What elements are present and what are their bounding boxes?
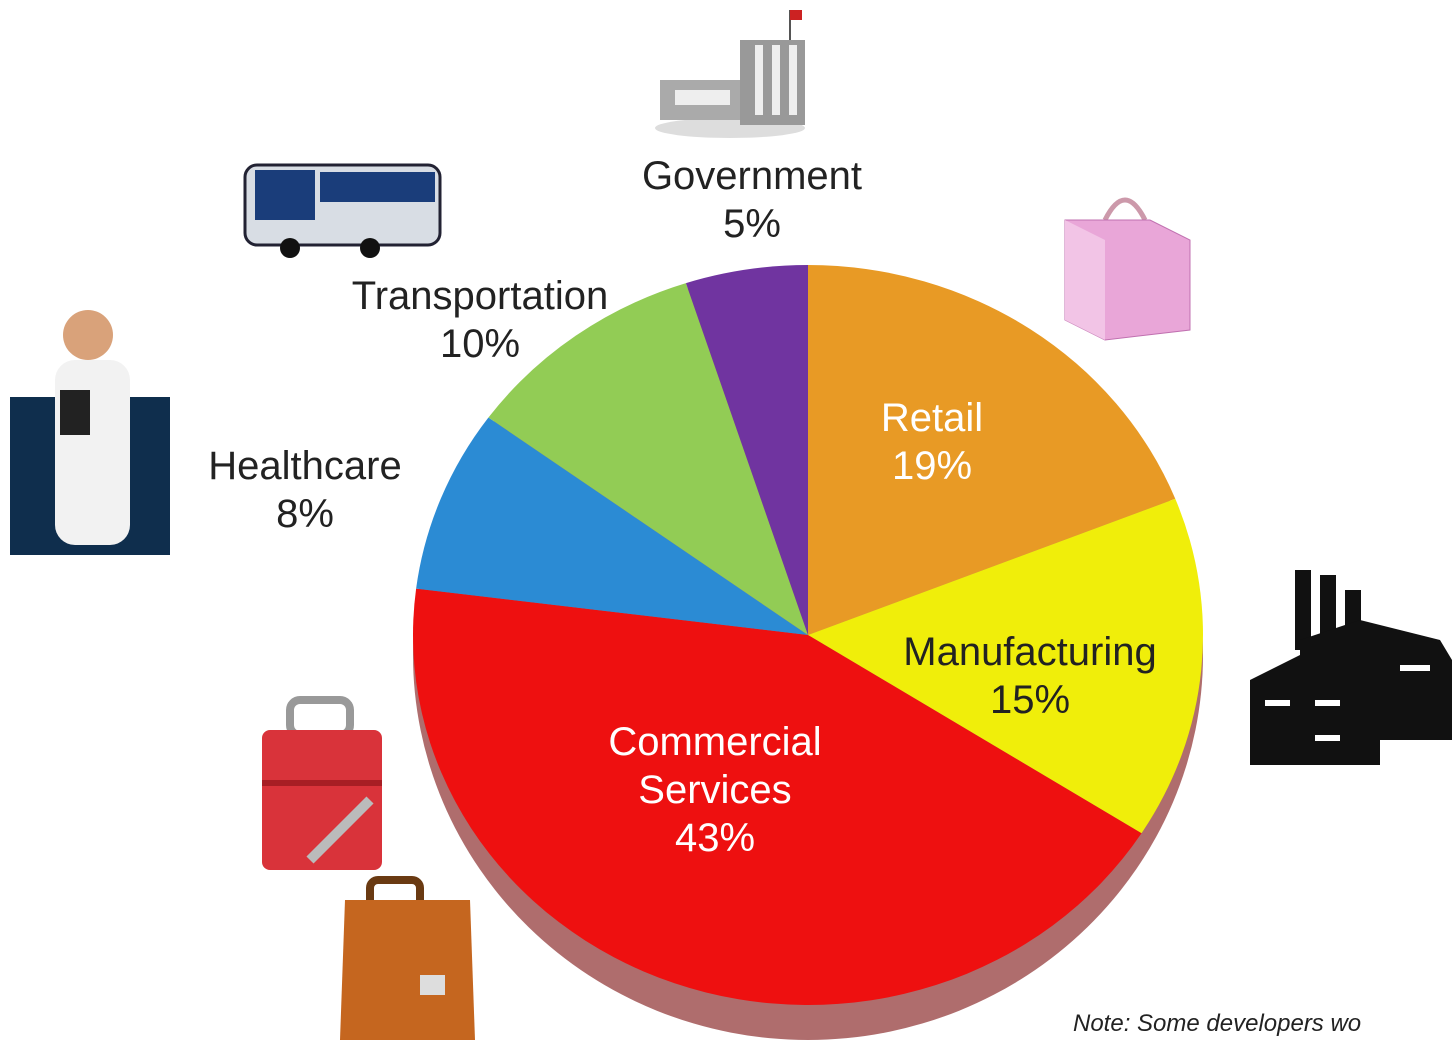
value-label: 10% — [439, 322, 521, 366]
pie-slice — [808, 498, 1204, 834]
value-label: 5% — [723, 202, 781, 246]
government-icon — [655, 10, 805, 138]
pie-slice — [412, 588, 1142, 1006]
slice-label: Transportation 10% — [320, 272, 640, 368]
manufacturing-icon — [1250, 570, 1452, 765]
pie-slice — [416, 417, 808, 635]
pie-slice — [808, 265, 1176, 635]
value-label: 19% — [891, 444, 973, 488]
slice-label: Healthcare 8% — [145, 442, 465, 538]
category: Transportation — [351, 274, 609, 318]
retail-icon — [1064, 197, 1191, 341]
category: Government — [641, 154, 863, 198]
value-label: 15% — [989, 678, 1071, 722]
value-label: 8% — [276, 492, 334, 536]
pie-slice — [488, 283, 808, 635]
slice-label: Retail 19% — [772, 394, 1092, 490]
category: Commercial Services — [608, 720, 822, 812]
slice-label: Commercial Services 43% — [585, 718, 845, 862]
slice-label: Manufacturing 15% — [870, 628, 1190, 724]
slice-label: Government 5% — [592, 152, 912, 248]
category: Healthcare — [208, 444, 402, 488]
category: Manufacturing — [903, 630, 1157, 674]
transportation-icon — [243, 163, 442, 258]
healthcare-icon — [10, 310, 170, 555]
value-label: 43% — [674, 816, 756, 860]
services-icon — [262, 696, 475, 1040]
category: Retail — [880, 396, 984, 440]
note: Note: Some developers wo — [1073, 1010, 1362, 1037]
pie-slice — [685, 265, 808, 635]
